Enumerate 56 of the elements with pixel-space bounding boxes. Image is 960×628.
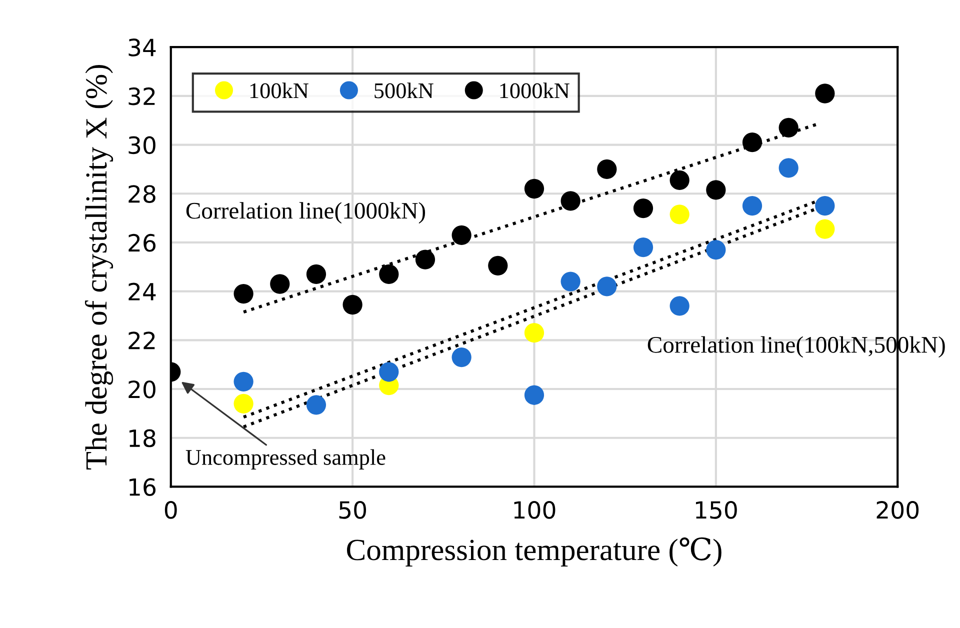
legend-label: 500kN [374,82,434,98]
point [815,196,835,216]
point [524,178,544,199]
point [597,159,617,180]
point [452,347,472,368]
point [306,395,326,415]
point [234,372,254,392]
point [234,284,254,304]
annotation: Uncompressed sample [186,449,386,470]
x-tick-label: 50 [339,501,366,519]
point [670,170,690,190]
point [452,225,472,245]
point [524,385,544,405]
point [742,132,762,152]
point [560,272,580,292]
y-tick-label: 18 [130,429,156,448]
point [815,219,835,239]
y-tick-label: 24 [128,282,156,300]
y-tick-label: 26 [128,234,156,252]
point [524,323,544,343]
point [670,296,690,316]
point [306,264,326,284]
point [778,158,798,178]
x-tick-label: 200 [876,501,919,519]
y-tick-label: 20 [128,380,156,398]
legend-label: 1000kN [500,82,570,98]
point [742,196,762,216]
point [379,362,399,382]
x-axis-title: Compression temperature (℃) [347,537,722,567]
y-tick-label: 16 [130,478,156,496]
x-tick-label: 0 [164,501,177,519]
x-tick-label: 100 [514,501,556,519]
legend-label: 100kN [250,82,308,98]
point [234,394,254,414]
point [633,198,654,218]
point [706,240,726,260]
point [379,264,399,284]
point [560,191,580,211]
y-axis-title: The degree of crystallinity X (%) [84,65,114,470]
y-tick-label: 34 [128,38,156,56]
point [670,204,690,224]
point [597,276,617,296]
y-tick-label: 28 [128,185,156,203]
y-tick-label: 32 [128,87,155,106]
point [706,180,726,200]
point [815,84,835,104]
point [415,250,436,270]
point [270,274,290,294]
point [778,118,798,138]
y-tick-label: 30 [128,136,156,154]
y-tick-label: 22 [128,332,155,350]
point [488,256,508,276]
point [342,294,362,315]
annotation: Correlation line(1000kN) [186,202,426,224]
point [633,238,654,258]
x-tick-label: 150 [696,501,737,519]
